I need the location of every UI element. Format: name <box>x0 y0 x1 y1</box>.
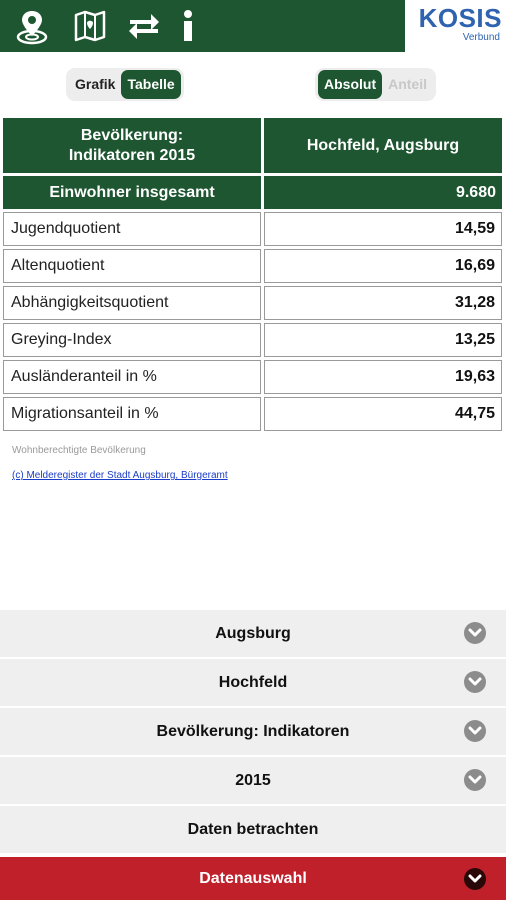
panel-label: Bevölkerung: Indikatoren <box>156 722 350 740</box>
toggle-anteil[interactable]: Anteil <box>388 76 427 92</box>
info-icon[interactable] <box>168 6 208 46</box>
table-row: Greying-Index 13,25 <box>3 323 502 357</box>
chevron-down-icon[interactable] <box>464 720 486 742</box>
row-label: Migrationsanteil in % <box>3 397 261 431</box>
app-header: KOSIS Verbund <box>0 0 506 52</box>
chevron-down-icon[interactable] <box>464 868 486 890</box>
table-row: Altenquotient 16,69 <box>3 249 502 283</box>
table-header-row: Bevölkerung: Indikatoren 2015 Hochfeld, … <box>3 118 502 173</box>
row-value: 31,28 <box>264 286 502 320</box>
view-data-button[interactable]: Daten betrachten <box>0 806 506 853</box>
table-row: Ausländeranteil in % 19,63 <box>3 360 502 394</box>
table-row: Migrationsanteil in % 44,75 <box>3 397 502 431</box>
data-selection-panel[interactable]: Datenauswahl <box>0 857 506 900</box>
panel-topic[interactable]: Bevölkerung: Indikatoren <box>0 708 506 755</box>
header-toolbar <box>0 0 405 52</box>
panel-label: Augsburg <box>215 624 291 642</box>
row-value: 44,75 <box>264 397 502 431</box>
table-header-area: Hochfeld, Augsburg <box>264 118 502 173</box>
location-pin-icon[interactable] <box>12 6 52 46</box>
table-total-row: Einwohner insgesamt 9.680 <box>3 176 502 209</box>
toggle-absolut[interactable]: Absolut <box>318 70 383 99</box>
map-icon[interactable] <box>70 6 110 46</box>
row-label: Ausländeranteil in % <box>3 360 261 394</box>
row-label: Greying-Index <box>3 323 261 357</box>
logo-main-text: KOSIS <box>418 3 502 33</box>
toggle-tabelle[interactable]: Tabelle <box>121 70 181 99</box>
mode-toggle: Absolut Anteil <box>315 68 436 101</box>
panel-city[interactable]: Augsburg <box>0 610 506 657</box>
row-label: Altenquotient <box>3 249 261 283</box>
panel-label: 2015 <box>235 771 271 789</box>
view-toggle: Grafik Tabelle <box>66 68 184 101</box>
table-row: Jugendquotient 14,59 <box>3 212 502 246</box>
chevron-down-icon[interactable] <box>464 622 486 644</box>
toggle-grafik[interactable]: Grafik <box>75 76 116 92</box>
logo-sub-text: Verbund <box>462 32 500 43</box>
population-note: Wohnberechtigte Bevölkerung <box>12 445 146 456</box>
kosis-logo: KOSIS Verbund <box>412 4 502 48</box>
chevron-down-icon[interactable] <box>464 769 486 791</box>
row-label: Abhängigkeitsquotient <box>3 286 261 320</box>
row-value: 16,69 <box>264 249 502 283</box>
total-value: 9.680 <box>264 176 502 209</box>
row-label: Jugendquotient <box>3 212 261 246</box>
panel-label: Daten betrachten <box>187 820 319 838</box>
panel-label: Hochfeld <box>218 673 288 691</box>
row-value: 14,59 <box>264 212 502 246</box>
table-header-topic: Bevölkerung: Indikatoren 2015 <box>3 118 261 173</box>
source-link[interactable]: (c) Melderegister der Stadt Augsburg, Bü… <box>12 470 228 481</box>
row-value: 13,25 <box>264 323 502 357</box>
panel-district[interactable]: Hochfeld <box>0 659 506 706</box>
total-label: Einwohner insgesamt <box>3 176 261 209</box>
row-value: 19,63 <box>264 360 502 394</box>
chevron-down-icon[interactable] <box>464 671 486 693</box>
panel-label: Datenauswahl <box>199 869 307 887</box>
panel-year[interactable]: 2015 <box>0 757 506 804</box>
table-row: Abhängigkeitsquotient 31,28 <box>3 286 502 320</box>
swap-arrows-icon[interactable] <box>124 6 164 46</box>
